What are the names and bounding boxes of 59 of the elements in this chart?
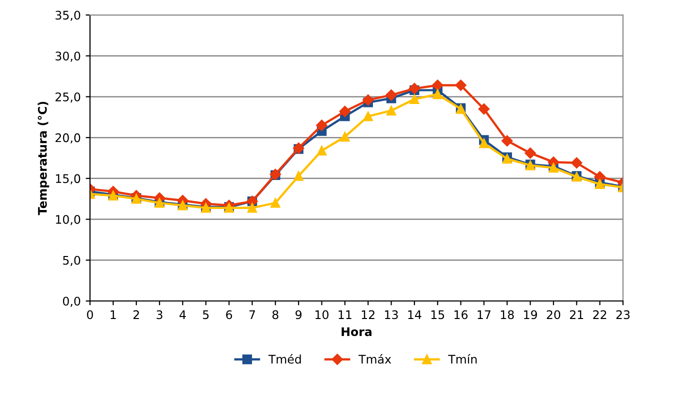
point bbox=[363, 111, 373, 122]
x-tick-label: 17 bbox=[478, 310, 490, 319]
x-tick-label: 13 bbox=[385, 310, 398, 320]
x-tick-label: 6 bbox=[226, 310, 232, 320]
point bbox=[502, 135, 513, 146]
point bbox=[386, 106, 396, 116]
x-tick-label: 10 bbox=[316, 310, 328, 320]
point bbox=[410, 94, 420, 104]
x-tick-label: 7 bbox=[249, 310, 255, 319]
x-tick-label: 22 bbox=[593, 310, 606, 319]
point bbox=[455, 80, 466, 91]
x-tick-label: 15 bbox=[431, 310, 444, 320]
x-tick-label: 2 bbox=[133, 310, 139, 319]
y-tick-label: 20,0 bbox=[56, 133, 80, 144]
x-tick-label: 12 bbox=[362, 310, 374, 319]
point bbox=[479, 138, 489, 148]
point bbox=[524, 147, 536, 159]
x-tick-label: 11 bbox=[338, 310, 352, 319]
y-tick-label: 5,0 bbox=[63, 256, 80, 266]
x-tick-label: 21 bbox=[570, 310, 584, 319]
x-tick-label: 14 bbox=[408, 310, 422, 319]
legend-label: Tméd bbox=[268, 354, 301, 364]
y-tick-label: 10,0 bbox=[56, 215, 80, 226]
point bbox=[408, 82, 420, 94]
x-tick-label: 8 bbox=[272, 310, 278, 320]
point bbox=[571, 157, 582, 169]
point bbox=[386, 89, 397, 101]
x-tick-label: 3 bbox=[156, 310, 162, 320]
y-tick-label: 30,0 bbox=[56, 52, 80, 62]
point bbox=[362, 94, 374, 106]
x-tick-label: 1 bbox=[110, 310, 116, 319]
legend-label: Tmáx bbox=[358, 354, 392, 364]
point bbox=[316, 146, 327, 156]
point bbox=[339, 106, 351, 118]
y-tick-label: 15,0 bbox=[56, 174, 80, 184]
x-tick-label: 20 bbox=[546, 310, 560, 320]
point bbox=[247, 202, 258, 213]
point bbox=[594, 171, 606, 182]
point bbox=[432, 89, 442, 100]
x-tick-label: 16 bbox=[454, 310, 468, 320]
y-tick-label: 25,0 bbox=[56, 92, 80, 103]
point bbox=[478, 103, 490, 115]
x-tick-label: 23 bbox=[616, 310, 630, 320]
point bbox=[270, 198, 280, 208]
point bbox=[316, 120, 328, 131]
legend-label: Tmín bbox=[448, 354, 477, 364]
x-tick-label: 18 bbox=[500, 310, 514, 320]
y-axis-title: Temperatura (°C) bbox=[38, 102, 50, 216]
y-tick-label: 35,0 bbox=[56, 10, 80, 21]
y-tick-label: 0,0 bbox=[62, 296, 80, 307]
point bbox=[340, 132, 350, 142]
x-tick-label: 0 bbox=[87, 310, 93, 320]
x-tick-label: 5 bbox=[203, 310, 209, 320]
x-tick-label: 4 bbox=[180, 310, 186, 319]
x-axis-title: Hora bbox=[342, 327, 372, 336]
x-tick-label: 9 bbox=[296, 310, 302, 320]
point bbox=[432, 80, 444, 91]
x-tick-label: 19 bbox=[524, 310, 537, 320]
point bbox=[294, 171, 304, 181]
